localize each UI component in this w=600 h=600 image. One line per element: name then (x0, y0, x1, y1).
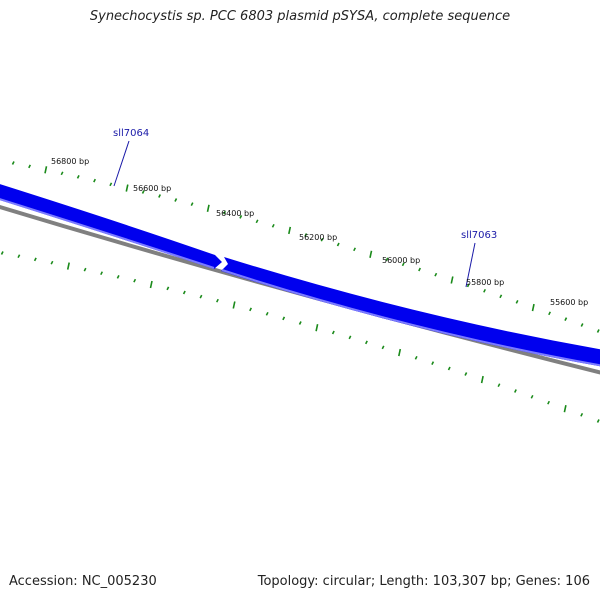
bp-label: 56200 bp (299, 233, 337, 242)
tick-mark (60, 171, 64, 176)
outer-tick-ring (11, 161, 600, 333)
tick-mark (547, 400, 551, 405)
leader-line-sll7064 (113, 140, 130, 187)
gene-label-sll7063[interactable]: sll7063 (461, 230, 497, 241)
bp-label: 56800 bp (51, 157, 89, 166)
genome-summary-text: Topology: circular; Length: 103,307 bp; … (257, 574, 590, 589)
tick-mark (385, 257, 389, 262)
tick-mark (182, 290, 186, 295)
tick-mark (497, 383, 501, 388)
map-title: Synechocystis sp. PCC 6803 plasmid pSYSA… (89, 9, 511, 24)
tick-mark (249, 307, 253, 312)
tick-mark (364, 340, 368, 345)
tick-mark (100, 271, 104, 276)
tick-mark (580, 412, 584, 417)
tick-mark (298, 321, 302, 325)
bp-label: 56000 bp (382, 256, 420, 265)
tick-mark (596, 419, 600, 423)
tick-mark (33, 257, 37, 262)
tick-mark (563, 405, 567, 413)
tick-mark (447, 366, 451, 371)
tick-mark (282, 316, 286, 321)
tick-mark (0, 251, 4, 255)
tick-mark (320, 237, 324, 242)
bp-label: 55600 bp (550, 298, 588, 307)
gene-arrow-sll7063[interactable] (221, 257, 600, 368)
tick-mark (141, 190, 145, 194)
tick-mark (125, 184, 129, 192)
bp-label: 55800 bp (466, 278, 504, 287)
tick-mark (431, 361, 435, 365)
tick-mark (401, 262, 405, 267)
tick-mark (304, 233, 308, 237)
tick-mark (288, 226, 292, 235)
bp-label: 56600 bp (133, 184, 171, 193)
tick-mark (50, 260, 54, 265)
tick-mark (531, 303, 535, 312)
tick-mark (499, 294, 503, 299)
tick-mark (315, 324, 319, 332)
tick-mark (11, 161, 15, 165)
tick-mark (174, 198, 178, 202)
tick-mark (76, 175, 80, 179)
tick-mark (149, 280, 153, 289)
tick-mark (255, 219, 259, 224)
accession-text: Accession: NC_005230 (9, 574, 157, 589)
tick-mark (353, 247, 357, 252)
tick-mark (271, 223, 275, 228)
tick-mark (369, 250, 373, 258)
tick-mark (464, 372, 468, 376)
tick-mark (44, 166, 48, 174)
tick-mark (513, 389, 517, 393)
tick-mark (206, 204, 210, 212)
tick-mark (223, 210, 227, 215)
tick-mark (166, 286, 170, 291)
tick-mark (17, 254, 21, 259)
tick-mark (381, 345, 385, 350)
tick-mark (418, 267, 422, 272)
tick-mark (548, 311, 552, 316)
bp-label: 56400 bp (216, 209, 254, 218)
tick-mark (109, 182, 113, 187)
tick-mark (28, 164, 32, 169)
gene-arrow-sll7064[interactable] (0, 181, 222, 269)
leader-line-sll7063 (465, 242, 476, 288)
tick-mark (265, 311, 269, 316)
tick-mark (450, 276, 454, 284)
tick-mark (564, 317, 568, 321)
tick-mark (232, 301, 236, 309)
tick-mark (466, 283, 470, 288)
tick-mark (580, 323, 584, 327)
tick-mark (133, 278, 137, 283)
tick-mark (398, 348, 402, 357)
tick-mark (158, 194, 162, 198)
tick-mark (331, 330, 335, 335)
tick-mark (215, 298, 219, 303)
tick-mark (190, 202, 194, 206)
tick-mark (116, 275, 120, 279)
tick-mark (414, 355, 418, 360)
tick-mark (483, 288, 487, 293)
tick-mark (83, 267, 87, 272)
tick-mark (348, 335, 352, 340)
gene-label-sll7064[interactable]: sll7064 (113, 128, 149, 139)
tick-mark (239, 215, 243, 219)
tick-mark (336, 242, 340, 247)
inner-tick-ring (0, 251, 600, 423)
tick-mark (515, 300, 519, 304)
tick-mark (596, 329, 600, 333)
tick-mark (93, 178, 97, 183)
tick-mark (199, 294, 203, 299)
tick-mark (434, 272, 438, 277)
tick-mark (530, 394, 534, 399)
tick-mark (480, 375, 484, 384)
tick-mark (66, 262, 70, 270)
